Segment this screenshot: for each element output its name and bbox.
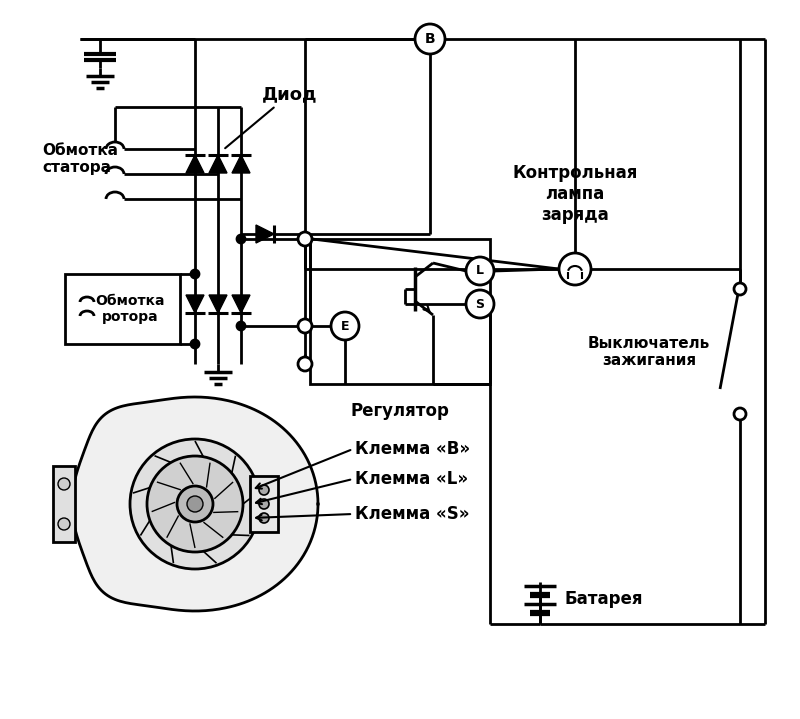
Circle shape xyxy=(734,408,746,420)
Text: Батарея: Батарея xyxy=(565,590,643,608)
Circle shape xyxy=(237,322,245,330)
Text: Клемма «S»: Клемма «S» xyxy=(355,505,470,523)
Text: L: L xyxy=(476,265,484,278)
Circle shape xyxy=(58,518,70,530)
Text: E: E xyxy=(341,319,350,332)
Text: B: B xyxy=(425,32,435,46)
Bar xyxy=(65,274,180,344)
Text: Обмотка
ротора: Обмотка ротора xyxy=(95,294,165,324)
Circle shape xyxy=(187,496,203,512)
Circle shape xyxy=(415,24,445,54)
Circle shape xyxy=(466,257,494,285)
Circle shape xyxy=(559,253,591,285)
Circle shape xyxy=(147,456,243,552)
Polygon shape xyxy=(209,295,227,313)
Circle shape xyxy=(734,283,746,295)
Polygon shape xyxy=(232,295,250,313)
Text: S: S xyxy=(475,298,485,311)
Bar xyxy=(250,476,278,532)
Polygon shape xyxy=(209,155,227,173)
Circle shape xyxy=(259,513,269,523)
Circle shape xyxy=(466,290,494,318)
Circle shape xyxy=(237,235,245,243)
Circle shape xyxy=(58,478,70,490)
Polygon shape xyxy=(232,155,250,173)
Bar xyxy=(310,239,490,384)
Circle shape xyxy=(298,319,312,333)
Circle shape xyxy=(298,232,312,246)
Circle shape xyxy=(191,340,199,348)
Circle shape xyxy=(191,270,199,278)
Circle shape xyxy=(130,439,260,569)
Bar xyxy=(53,466,75,542)
Text: Выключатель
зажигания: Выключатель зажигания xyxy=(588,336,710,368)
Circle shape xyxy=(331,312,359,340)
Polygon shape xyxy=(186,155,204,173)
Text: Контрольная
лампа
заряда: Контрольная лампа заряда xyxy=(512,164,638,224)
Polygon shape xyxy=(256,225,274,243)
Circle shape xyxy=(259,485,269,495)
Text: Диод: Диод xyxy=(225,85,318,148)
Text: Обмотка
статора: Обмотка статора xyxy=(42,143,118,175)
Circle shape xyxy=(259,499,269,509)
Text: Клемма «L»: Клемма «L» xyxy=(355,470,468,488)
Polygon shape xyxy=(72,397,318,611)
Polygon shape xyxy=(186,295,204,313)
Text: Клемма «B»: Клемма «B» xyxy=(355,440,470,458)
Circle shape xyxy=(298,357,312,371)
Text: Регулятор: Регулятор xyxy=(350,402,450,420)
Circle shape xyxy=(177,486,213,522)
